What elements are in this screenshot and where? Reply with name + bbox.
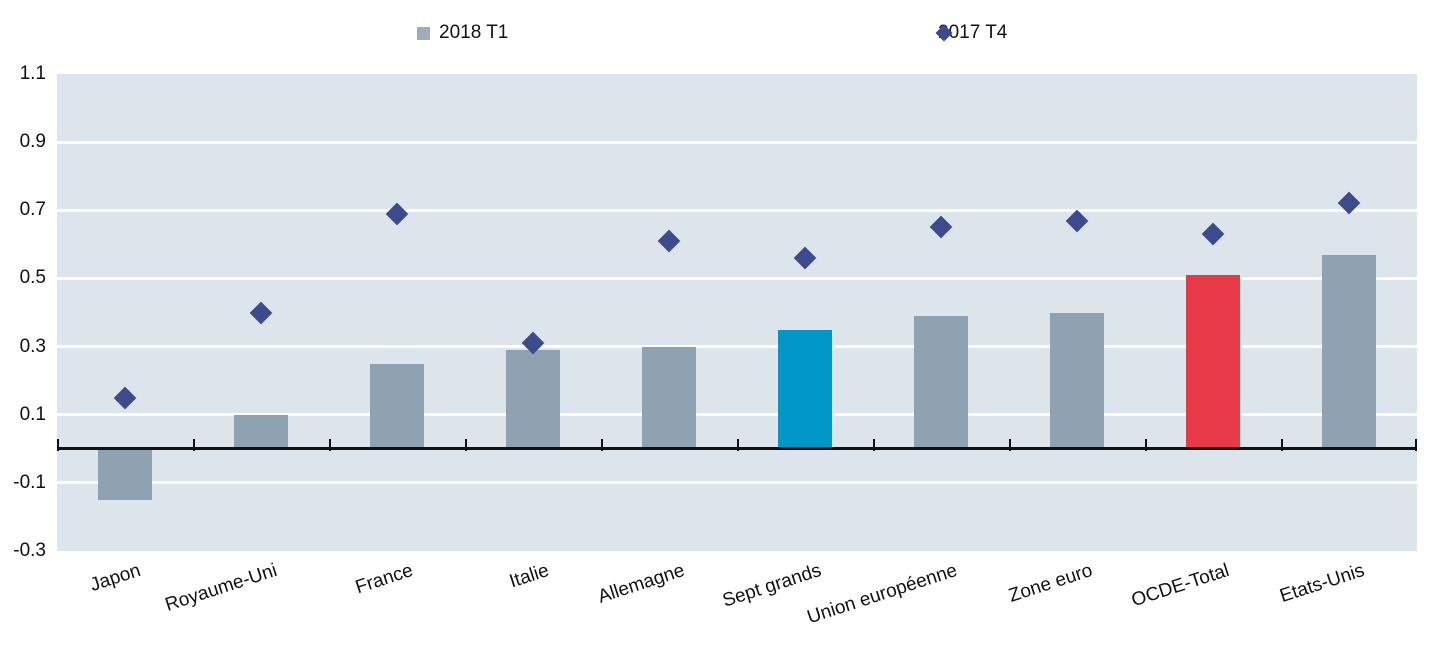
x-label-Italie: Italie: [506, 560, 552, 593]
y-tick-label-1.1: 1.1: [19, 63, 46, 84]
x-label-France: France: [352, 560, 416, 599]
x-label-OCDE-Total: OCDE-Total: [1128, 560, 1232, 612]
plot-area: [57, 74, 1417, 551]
x-label-Etats-Unis: Etats-Unis: [1277, 560, 1368, 608]
y-tick-label--0.1: -0.1: [13, 471, 46, 493]
gridline-0.7: [57, 208, 1417, 212]
bar-Union européenne: [914, 315, 968, 449]
gridline-0.1: [57, 413, 1417, 417]
legend-item-2018-t1: 2018 T1: [417, 20, 508, 46]
axis-tick: [193, 439, 195, 452]
axis-tick: [1281, 439, 1283, 452]
bar-Zone euro: [1050, 312, 1104, 449]
diamond-marker-Royaume-Uni: [249, 301, 273, 324]
y-tick-label-0.1: 0.1: [19, 403, 46, 425]
axis-tick: [329, 439, 331, 452]
bar-Italie: [506, 349, 560, 449]
bar-Allemagne: [642, 346, 696, 449]
axis-tick: [465, 439, 467, 452]
axis-tick: [601, 439, 603, 452]
legend-label-2018-t1: 2018 T1: [439, 22, 509, 43]
bar-Sept grands: [778, 329, 832, 449]
gridline-0.3: [57, 345, 1417, 349]
bar-Japon: [98, 448, 152, 500]
gridline-0.9: [57, 140, 1417, 144]
bar-series-legend-square-icon: [417, 26, 430, 40]
legend-item-2017-t4: 2017 T4: [935, 20, 1008, 46]
x-label-Royaume-Uni: Royaume-Uni: [162, 560, 280, 616]
axis-tick: [737, 439, 739, 452]
x-label-Sept grands: Sept grands: [719, 560, 824, 612]
axis-tick: [1009, 439, 1011, 452]
bar-OCDE-Total: [1186, 275, 1240, 449]
diamond-marker-Japon: [113, 386, 137, 409]
x-label-Allemagne: Allemagne: [595, 560, 688, 608]
x-label-Zone euro: Zone euro: [1006, 560, 1096, 607]
bar-France: [370, 363, 424, 449]
gridline-0.5: [57, 276, 1417, 280]
y-tick-label-0.7: 0.7: [19, 199, 46, 221]
diamond-marker-Union européenne: [929, 215, 953, 239]
y-tick-label--0.3: -0.3: [13, 540, 46, 561]
diamond-marker-Allemagne: [657, 229, 681, 253]
bar-Etats-Unis: [1322, 254, 1376, 449]
gridline--0.1: [57, 481, 1417, 485]
bar-Royaume-Uni: [234, 414, 288, 449]
axis-tick: [57, 439, 59, 452]
y-tick-label-0.5: 0.5: [19, 267, 46, 289]
x-label-Japon: Japon: [87, 560, 144, 596]
diamond-marker-Sept grands: [793, 246, 817, 270]
x-label-Union européenne: Union européenne: [804, 560, 960, 629]
legend-label-2017-t4: 2017 T4: [938, 22, 1008, 43]
axis-tick: [873, 439, 875, 452]
axis-tick: [1145, 439, 1147, 452]
diamond-marker-France: [385, 202, 409, 226]
y-tick-label-0.9: 0.9: [19, 131, 46, 153]
diamond-marker-Zone euro: [1065, 209, 1089, 232]
y-tick-label-0.3: 0.3: [19, 335, 46, 357]
axis-tick: [1415, 439, 1417, 452]
diamond-marker-OCDE-Total: [1201, 222, 1225, 246]
